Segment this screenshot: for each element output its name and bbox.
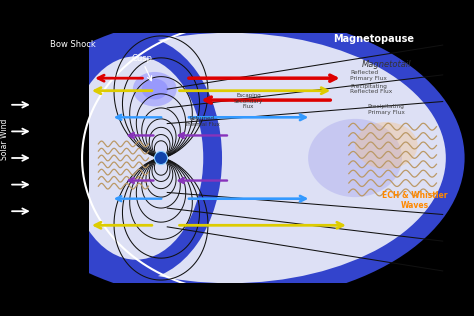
Text: Magnetotail: Magnetotail xyxy=(362,60,411,69)
Text: Cusp: Cusp xyxy=(132,54,153,63)
Text: Precipitating
Reflected Flux: Precipitating Reflected Flux xyxy=(350,83,392,94)
Ellipse shape xyxy=(155,151,168,165)
Ellipse shape xyxy=(14,33,446,283)
Ellipse shape xyxy=(69,56,203,260)
Text: Magnetopause: Magnetopause xyxy=(333,33,414,44)
Text: Bow Shock: Bow Shock xyxy=(51,40,96,49)
Ellipse shape xyxy=(142,79,168,100)
Ellipse shape xyxy=(308,119,402,197)
Text: Solar Wind: Solar Wind xyxy=(0,118,9,160)
Bar xyxy=(0,2,89,314)
Text: Returned
Thermal Flux: Returned Thermal Flux xyxy=(184,116,219,127)
Ellipse shape xyxy=(50,36,222,280)
Ellipse shape xyxy=(0,14,465,302)
Text: Escaping
Secondary
Flux: Escaping Secondary Flux xyxy=(234,93,263,109)
Text: Reflected
Primary Flux: Reflected Primary Flux xyxy=(350,70,387,81)
Text: ECH & Whistler
Waves: ECH & Whistler Waves xyxy=(382,191,447,210)
Ellipse shape xyxy=(133,72,177,106)
Text: Precipitating
Primary Flux: Precipitating Primary Flux xyxy=(367,104,404,115)
Ellipse shape xyxy=(355,122,418,169)
